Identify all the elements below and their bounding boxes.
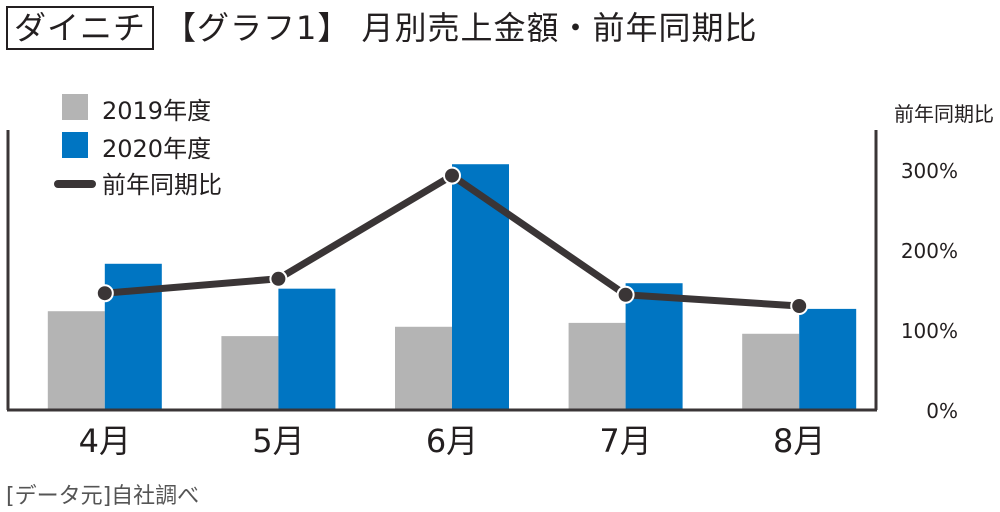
point-前年同期比-5月 bbox=[269, 269, 288, 288]
data-source-note: [データ元]自社調べ bbox=[6, 484, 200, 509]
sales-chart: 4月 5月 6月 7月 8月 0% 100% 200% 300% 前年同期比 2019年度 2020… bbox=[6, 94, 994, 460]
title-row: ダイニチ 【グラフ1】 月別売上金額・前年同期比 bbox=[6, 6, 758, 50]
legend-swatch-2020年度 bbox=[62, 132, 88, 158]
x-tick-label: 4月 bbox=[79, 422, 131, 460]
bar-2020年度-8月 bbox=[799, 308, 857, 410]
bar-2019年度-5月 bbox=[221, 336, 279, 410]
bar-2020年度-6月 bbox=[452, 164, 509, 410]
y2-tick-label: 200% bbox=[901, 239, 958, 263]
company-name: ダイニチ bbox=[6, 6, 155, 50]
point-前年同期比-6月 bbox=[443, 166, 461, 185]
y2-tick-label: 100% bbox=[901, 319, 958, 343]
bar-2019年度-6月 bbox=[395, 326, 452, 410]
legend-label-2019年度: 2019年度 bbox=[102, 97, 211, 125]
y2-tick-label: 300% bbox=[901, 159, 958, 183]
chart-title: 【グラフ1】 月別売上金額・前年同期比 bbox=[164, 9, 758, 47]
point-前年同期比-4月 bbox=[95, 284, 114, 303]
bar-2019年度-7月 bbox=[568, 322, 626, 410]
legend-label-2020年度: 2020年度 bbox=[102, 135, 211, 163]
line-layer bbox=[95, 166, 809, 315]
y2-tick-label: 0% bbox=[926, 399, 958, 423]
bar-2020年度-5月 bbox=[278, 288, 336, 410]
y2-axis-title: 前年同期比 bbox=[894, 102, 994, 126]
x-tick-label: 6月 bbox=[426, 422, 478, 460]
point-前年同期比-7月 bbox=[616, 285, 635, 304]
axes-layer: 4月 5月 6月 7月 8月 0% 100% 200% 300% 前年同期比 bbox=[6, 102, 994, 460]
legend-swatch-2019年度 bbox=[62, 94, 88, 120]
bar-2019年度-8月 bbox=[742, 333, 800, 410]
bar-2019年度-4月 bbox=[47, 311, 105, 410]
bar-2020年度-7月 bbox=[625, 283, 683, 410]
legend-label-前年同期比: 前年同期比 bbox=[102, 171, 222, 199]
x-tick-label: 8月 bbox=[773, 422, 825, 460]
x-tick-label: 5月 bbox=[252, 422, 304, 460]
point-前年同期比-8月 bbox=[790, 297, 809, 315]
x-tick-label: 7月 bbox=[599, 422, 651, 460]
